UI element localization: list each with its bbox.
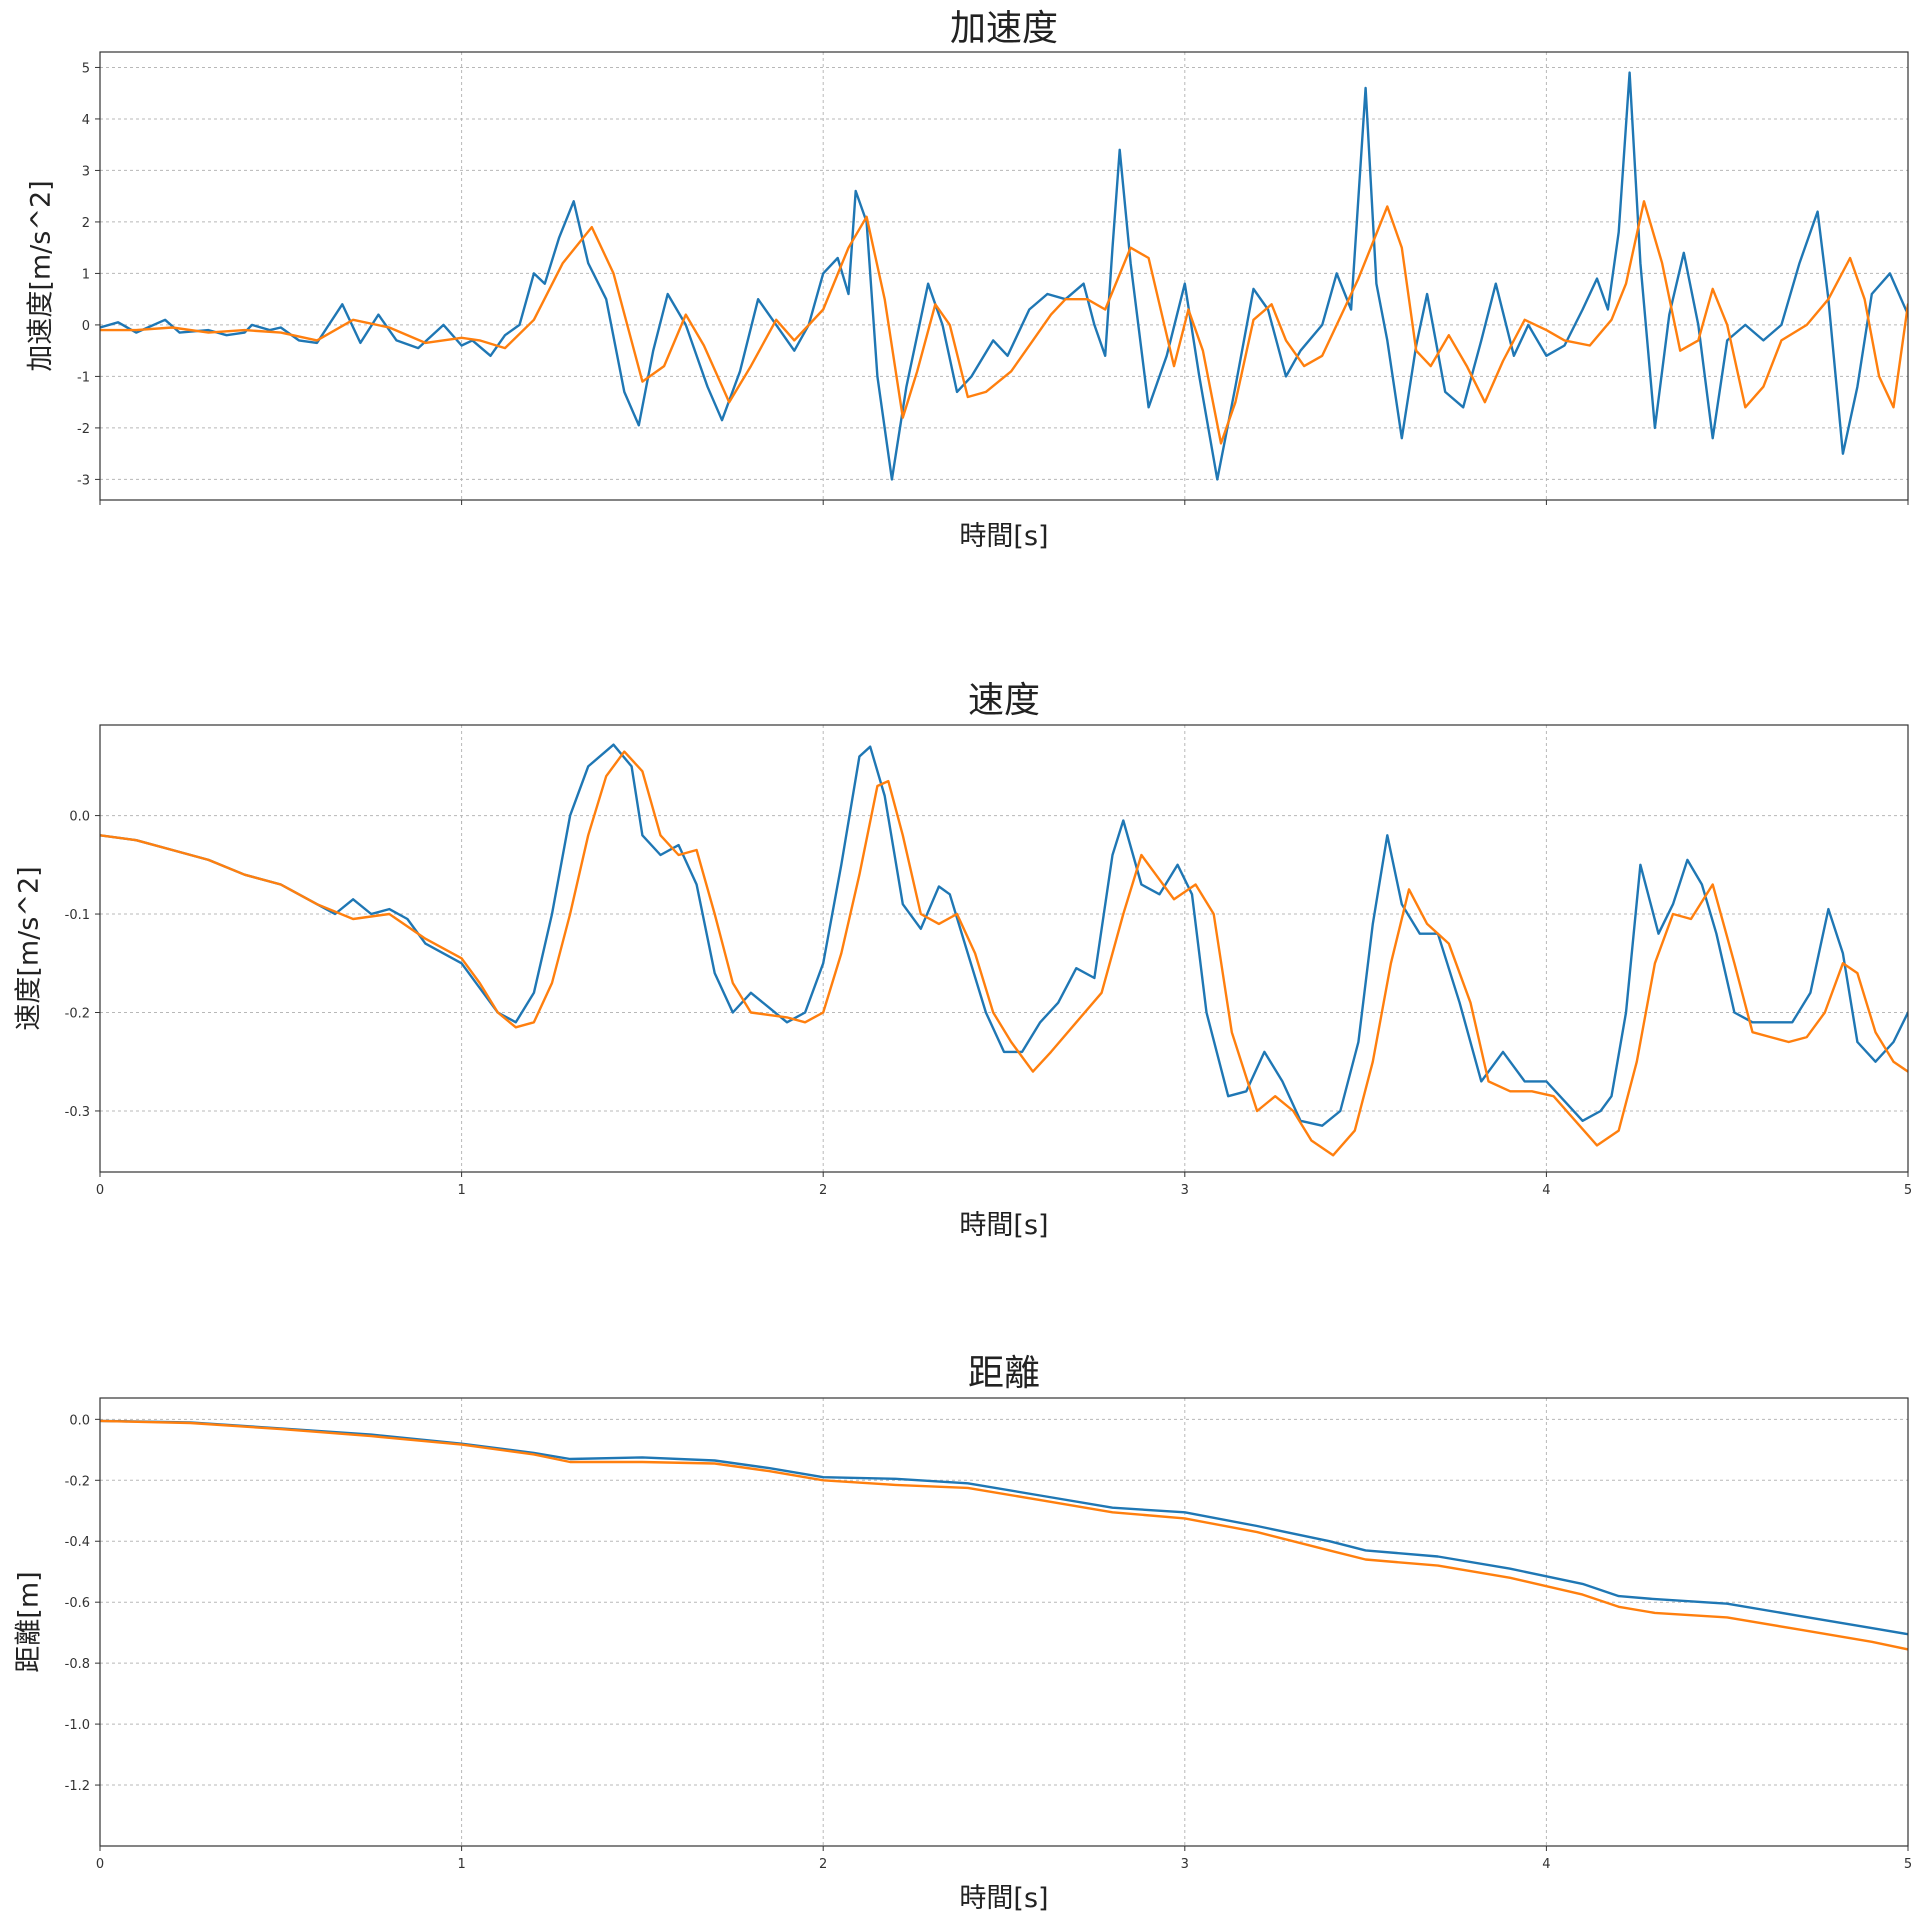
y-tick-label: 5	[82, 61, 90, 76]
x-tick-label: 4	[1542, 1183, 1550, 1198]
y-axis-label: 加速度[m/s^2]	[26, 180, 57, 371]
subplot-distance: 距離 時間[s] 距離[m] 0 1 2 3 4 5 0.0 -0.2 -0.4 -0.6 -0.8…	[14, 1353, 1913, 1914]
y-tick-label: -3	[77, 473, 90, 488]
series-line-1	[100, 743, 1908, 1127]
plot-area: -3 -2 -1 0 1 2 3 4 5	[77, 51, 1909, 505]
y-tick-label: -2	[77, 422, 90, 437]
plot-area: 0 1 2 3 4 5 0.0 -0.2 -0.4 -0.6 -0.8 -1.0 -1.2	[65, 1397, 1912, 1872]
x-tick-label: 4	[1542, 1857, 1550, 1872]
x-tick-label: 3	[1181, 1857, 1189, 1872]
x-tick-label: 2	[819, 1857, 827, 1872]
chart-title: 加速度	[950, 8, 1058, 49]
y-tick-label: -0.2	[65, 1006, 90, 1021]
y-tick-label: 0	[82, 319, 90, 334]
y-tick-label: -1	[77, 370, 90, 385]
x-tick-label: 1	[457, 1183, 465, 1198]
x-tick-label: 5	[1904, 1183, 1912, 1198]
y-tick-label: 0.0	[69, 810, 90, 825]
series-line-1	[100, 71, 1908, 481]
y-tick-label: 2	[82, 216, 90, 231]
subplot-acceleration: 加速度 時間[s] 加速度[m/s^2] -3 -2 -1 0 1 2 3 4 5	[26, 8, 1909, 552]
y-tick-label: -1.2	[65, 1779, 90, 1794]
y-tick-label: -0.3	[65, 1105, 90, 1120]
x-tick-label: 0	[96, 1183, 104, 1198]
y-tick-label: -1.0	[65, 1718, 90, 1733]
y-tick-label: -0.4	[65, 1535, 90, 1550]
plot-frame	[99, 51, 1909, 501]
y-tick-label: 1	[82, 267, 90, 282]
x-axis-label: 時間[s]	[959, 521, 1048, 552]
y-tick-label: -0.8	[65, 1657, 90, 1672]
plot-frame	[99, 1397, 1909, 1847]
y-tick-label: 4	[82, 113, 90, 128]
series-group	[100, 71, 1908, 481]
y-tick-label: 0.0	[69, 1413, 90, 1428]
plot-area: 0 1 2 3 4 5 0.0 -0.1 -0.2 -0.3	[65, 724, 1912, 1198]
x-tick-label: 1	[457, 1857, 465, 1872]
plot-frame	[99, 724, 1909, 1173]
x-tick-label: 3	[1181, 1183, 1189, 1198]
series-group	[100, 743, 1908, 1157]
chart-title: 速度	[968, 680, 1040, 721]
series-line-2	[100, 1419, 1908, 1651]
series-line-2	[100, 200, 1908, 445]
y-tick-label: -0.2	[65, 1474, 90, 1489]
y-tick-label: -0.1	[65, 908, 90, 923]
series-line-2	[100, 750, 1908, 1157]
x-tick-label: 2	[819, 1183, 827, 1198]
y-tick-label: 3	[82, 164, 90, 179]
y-axis-label: 距離[m]	[14, 1571, 45, 1672]
series-group	[100, 1419, 1908, 1651]
x-tick-label: 5	[1904, 1857, 1912, 1872]
subplot-velocity: 速度 時間[s] 速度[m/s^2] 0 1 2 3 4 5 0.0 -0.1 -0.2 -0.3	[14, 680, 1913, 1241]
y-tick-label: -0.6	[65, 1596, 90, 1611]
chart-title: 距離	[968, 1353, 1040, 1394]
y-axis-label: 速度[m/s^2]	[14, 866, 45, 1030]
x-axis-label: 時間[s]	[959, 1210, 1048, 1241]
x-tick-label: 0	[96, 1857, 104, 1872]
x-axis-label: 時間[s]	[959, 1883, 1048, 1914]
